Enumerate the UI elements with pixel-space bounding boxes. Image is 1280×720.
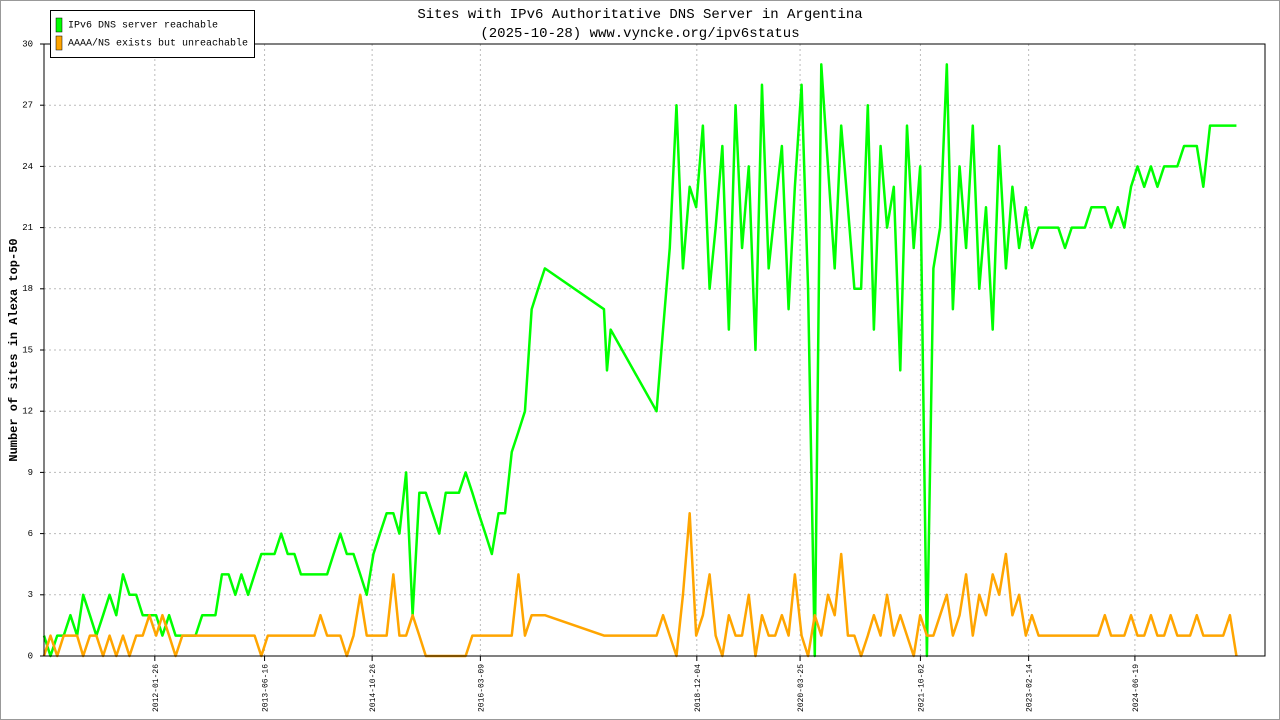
y-tick-label: 0: [28, 651, 33, 661]
x-tick-label: 2013-06-16: [262, 664, 271, 712]
y-tick-label: 30: [22, 39, 33, 49]
legend-label: IPv6 DNS server reachable: [68, 20, 218, 32]
chart-title: Sites with IPv6 Authoritative DNS Server…: [417, 7, 862, 23]
y-tick-label: 24: [22, 162, 33, 172]
x-tick-label: 2023-02-14: [1026, 664, 1035, 712]
chart-subtitle: (2025-10-28) www.vyncke.org/ipv6status: [480, 26, 799, 42]
x-tick-label: 2021-10-02: [918, 664, 927, 712]
y-axis-label: Number of sites in Alexa top-50: [7, 238, 21, 461]
x-tick-label: 2020-03-25: [797, 664, 806, 712]
legend-box: [50, 10, 255, 58]
y-tick-label: 9: [28, 468, 33, 478]
series-line: [42, 511, 1238, 658]
grid: [44, 43, 1265, 657]
y-tick-label: 27: [22, 101, 33, 111]
x-tick-label: 2014-10-26: [369, 664, 378, 712]
x-tick-label: 2018-12-04: [694, 664, 703, 712]
y-tick-label: 15: [22, 345, 33, 355]
legend-label: AAAA/NS exists but unreachable: [68, 38, 248, 50]
y-tick-label: 3: [28, 590, 33, 600]
axes: 0 3 6 9 12 15 18 21 24 27 30 2012-01-26 2013-06-16 20…: [22, 39, 1141, 712]
lines: [42, 63, 1238, 658]
series-line: [42, 63, 1237, 658]
legend: IPv6 DNS server reachable AAAA/NS exists …: [50, 10, 255, 58]
legend-swatch: [55, 17, 63, 33]
legend-swatch: [55, 35, 63, 51]
y-tick-label: 21: [22, 223, 33, 233]
y-tick-label: 6: [28, 529, 33, 539]
x-tick-label: 2012-01-26: [152, 664, 161, 712]
y-tick-label: 12: [22, 407, 33, 417]
x-tick-label: 2016-03-09: [477, 664, 486, 712]
y-tick-label: 18: [22, 284, 33, 294]
x-tick-label: 2024-06-19: [1132, 664, 1141, 712]
